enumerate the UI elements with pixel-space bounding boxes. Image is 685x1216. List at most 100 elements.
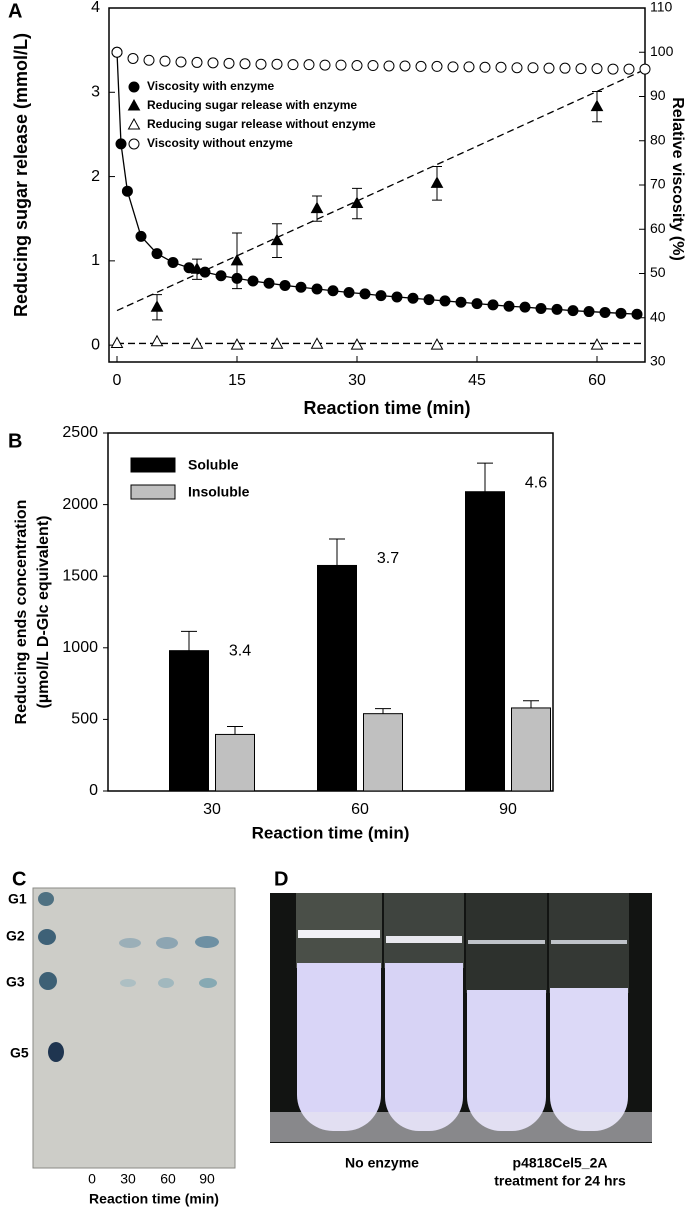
data-point [511, 62, 523, 74]
error-bar [375, 708, 391, 714]
y2-tick-label: 40 [650, 308, 666, 324]
data-point [567, 305, 579, 317]
data-point [121, 185, 133, 197]
x-tick-label: 45 [468, 372, 486, 389]
data-point [215, 270, 227, 282]
plot-frame [108, 7, 646, 363]
data-point [167, 256, 179, 268]
data-point [407, 292, 419, 304]
y-axis-title: (µmol/L D-Glc equivalent) [35, 516, 52, 709]
data-point [430, 338, 444, 350]
tlc-panel: C G1 G2 G3 G5 0 30 60 90 Reaction time (… [6, 868, 236, 1207]
tlc-plate [32, 887, 236, 1169]
tube-rack [270, 1112, 652, 1142]
y-tick-label: 500 [71, 711, 98, 728]
lane-label: 90 [199, 1171, 215, 1187]
data-point [590, 338, 604, 350]
legend-marker [127, 117, 141, 130]
tube-liquid [467, 990, 546, 1050]
data-point [455, 296, 467, 308]
data-point [319, 59, 331, 71]
data-point [359, 288, 371, 300]
y2-tick-label: 60 [650, 220, 666, 236]
data-point [423, 294, 435, 306]
error-bar [227, 726, 243, 735]
y-tick-label: 2000 [62, 496, 98, 513]
data-point [287, 59, 299, 71]
data-point [263, 277, 275, 289]
data-point [471, 298, 483, 310]
x-tick-label: 0 [113, 372, 122, 389]
data-point [559, 62, 571, 74]
y2-axis-title: Relative viscosity (%) [669, 97, 685, 261]
data-point [295, 281, 307, 293]
x-tick-label: 30 [348, 372, 366, 389]
x-axis-title: Reaction time (min) [252, 823, 410, 842]
legend-label: Insoluble [188, 484, 250, 500]
data-point [607, 63, 619, 75]
data-point [415, 60, 427, 72]
y-axis-title: Reducing sugar release (mmol/L) [11, 33, 31, 317]
legend-label: Viscosity with enzyme [147, 79, 274, 93]
data-point [110, 336, 124, 348]
photo-label: No enzyme [345, 1155, 419, 1171]
legend-marker [128, 138, 140, 150]
data-point [543, 62, 555, 74]
data-point [191, 56, 203, 68]
data-point [590, 99, 604, 112]
legend-marker [128, 81, 140, 93]
data-point [503, 300, 515, 312]
data-point [447, 61, 459, 73]
meniscus [468, 940, 545, 944]
y-tick-label: 1500 [62, 567, 98, 584]
tlc-spot [119, 938, 141, 948]
annotation: 3.7 [377, 550, 399, 567]
panel-label: D [274, 868, 288, 890]
standard-label: G1 [8, 891, 27, 907]
data-point [151, 248, 163, 260]
panel-label: B [8, 430, 22, 452]
data-point [351, 60, 363, 72]
x-tick-label: 60 [588, 372, 606, 389]
data-point [311, 283, 323, 295]
data-point [639, 63, 651, 75]
data-point [631, 308, 643, 320]
legend-label: Reducing sugar release with enzyme [147, 98, 357, 112]
meniscus [386, 936, 462, 943]
tlc-spot [158, 978, 174, 988]
data-point [159, 55, 171, 67]
data-point [270, 337, 284, 349]
data-point [150, 300, 164, 312]
data-point [623, 63, 635, 75]
standard-label: G3 [6, 974, 25, 990]
data-point [223, 57, 235, 69]
tlc-spot [48, 1042, 64, 1062]
data-point [271, 58, 283, 70]
tlc-spot [38, 929, 56, 945]
data-point [111, 46, 123, 58]
tlc-spot [120, 979, 136, 987]
data-point [270, 233, 284, 246]
data-point [519, 301, 531, 313]
y-tick-label: 0 [89, 782, 98, 799]
y2-tick-label: 90 [650, 87, 666, 103]
legend-marker [127, 98, 141, 111]
y2-tick-label: 100 [650, 43, 674, 59]
axis-title: Reaction time (min) [89, 1191, 219, 1207]
data-point [599, 306, 611, 318]
data-point [615, 307, 627, 319]
data-point [350, 338, 364, 350]
panel-label: A [8, 0, 22, 22]
data-point [399, 60, 411, 72]
data-point [230, 338, 244, 350]
data-point [127, 52, 139, 64]
data-point [583, 306, 595, 318]
x-tick-label: 15 [228, 372, 246, 389]
data-point [207, 57, 219, 69]
data-point [551, 303, 563, 315]
data-point [535, 302, 547, 314]
y-tick-label: 1 [91, 252, 100, 269]
photo-label: p4818Cel5_2A [513, 1155, 608, 1171]
data-point [591, 63, 603, 75]
lane-label: 60 [160, 1171, 176, 1187]
